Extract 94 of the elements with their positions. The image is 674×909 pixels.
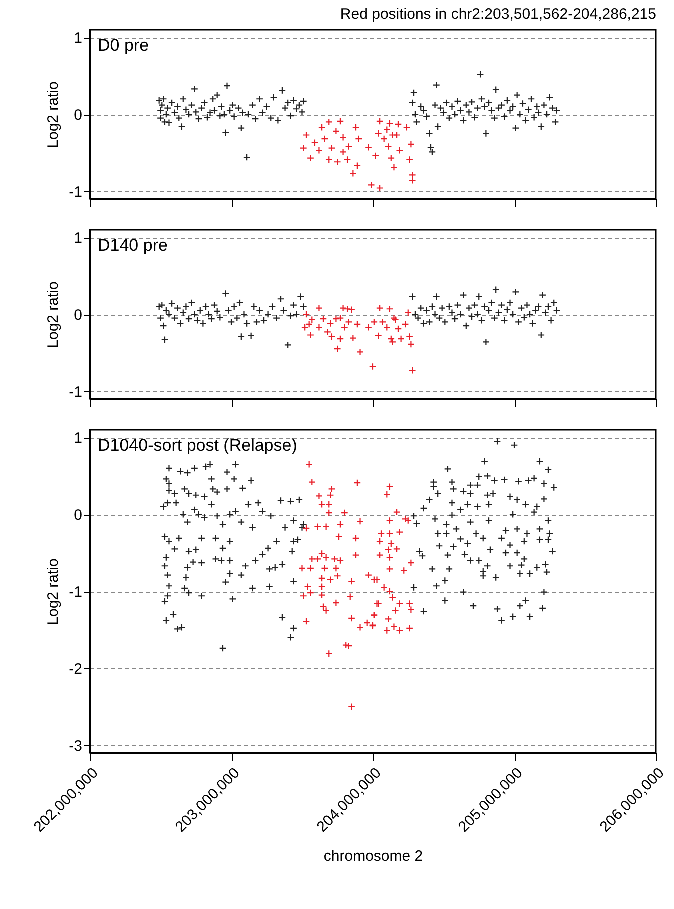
point [340, 324, 348, 332]
point [318, 124, 326, 132]
point [383, 126, 391, 134]
point [374, 332, 382, 340]
point [311, 139, 319, 147]
point [408, 366, 416, 374]
point [316, 324, 323, 332]
point [340, 148, 347, 156]
annotation: D140 pre [98, 236, 168, 255]
point [352, 124, 360, 132]
point [334, 345, 342, 353]
point [307, 154, 314, 162]
point [345, 318, 353, 326]
point [369, 363, 377, 370]
point [316, 146, 323, 154]
y-tick-label: 0 [74, 507, 82, 524]
point [334, 158, 342, 166]
point [376, 304, 384, 312]
point [386, 305, 394, 313]
point [306, 320, 314, 328]
point [388, 154, 396, 162]
y-tick-label: 1 [74, 30, 82, 48]
chart-title: Red positions in chr2:203,501,562-204,286,215 [340, 6, 656, 23]
point [345, 143, 353, 150]
point [344, 156, 352, 164]
point [394, 325, 402, 333]
y-tick-label: -1 [69, 184, 82, 201]
point [326, 320, 334, 328]
y-tick-label: 0 [74, 307, 82, 324]
point [336, 118, 344, 126]
y-axis-title: Log2 ratio [45, 282, 62, 348]
point [354, 320, 362, 328]
point [408, 176, 416, 184]
point [302, 310, 310, 318]
point [328, 144, 336, 152]
point [404, 309, 412, 317]
point [332, 315, 340, 323]
annotation: D1040-sort post (Relapse) [98, 436, 298, 455]
point [344, 305, 352, 313]
point [407, 340, 415, 348]
point [368, 181, 376, 189]
point [336, 314, 344, 322]
point [307, 332, 314, 339]
point [376, 118, 384, 126]
y-tick-label: -1 [69, 384, 82, 401]
point [320, 315, 328, 323]
point [316, 304, 323, 312]
point [336, 335, 344, 343]
point [340, 134, 347, 142]
y-axis-title: Log2 ratio [45, 82, 62, 148]
point [356, 348, 364, 356]
point [380, 135, 388, 143]
y-axis-title: Log2 ratio [45, 558, 62, 626]
point [376, 184, 384, 192]
point [408, 171, 416, 179]
point [355, 135, 363, 143]
y-tick-label: 1 [74, 430, 82, 448]
point [372, 152, 380, 160]
point [301, 324, 309, 332]
annotation: D0 pre [98, 36, 150, 55]
point [406, 156, 414, 164]
point [406, 333, 414, 340]
point [389, 132, 397, 139]
point [300, 144, 308, 152]
y-tick-label: -1 [69, 584, 82, 601]
y-tick-label: 0 [74, 107, 82, 124]
y-tick-label: -2 [69, 660, 82, 678]
point [396, 146, 404, 154]
point [302, 132, 310, 139]
point [321, 135, 329, 143]
point [388, 335, 396, 343]
point [398, 335, 406, 343]
point [308, 316, 316, 324]
point [325, 156, 333, 164]
point [332, 128, 340, 136]
point [402, 320, 410, 328]
point [365, 324, 372, 332]
point [354, 162, 362, 170]
point [370, 318, 378, 326]
x-axis-title: chromosome 2 [324, 848, 424, 866]
point [374, 130, 382, 138]
point [349, 170, 357, 178]
point [394, 120, 402, 128]
point [384, 143, 392, 150]
point [407, 140, 415, 148]
y-tick-label: -3 [69, 738, 82, 755]
point [393, 132, 401, 139]
point [325, 118, 333, 126]
point [390, 164, 398, 172]
point [365, 144, 372, 152]
point [386, 120, 394, 128]
point [403, 124, 411, 132]
y-tick-label: 1 [74, 230, 82, 248]
point [349, 334, 357, 342]
